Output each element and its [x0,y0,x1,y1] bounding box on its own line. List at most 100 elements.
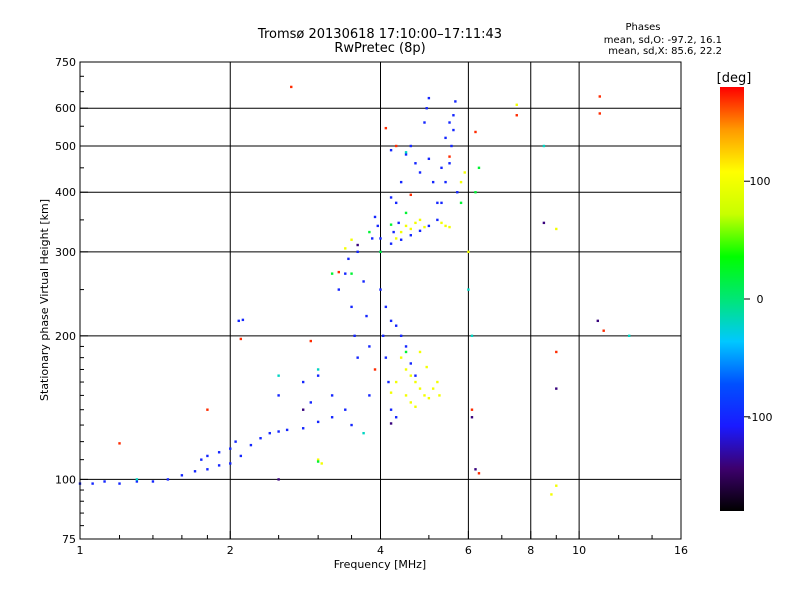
data-point [438,394,441,397]
data-point [234,440,237,443]
data-point [463,171,466,174]
data-point [91,482,94,485]
data-point [409,362,412,365]
data-point [423,121,426,124]
data-point [206,408,209,411]
data-points [78,85,631,496]
data-point [277,394,280,397]
data-point [596,319,599,323]
data-point [368,230,371,234]
phase-box-line-x: mean, sd,X: 85.6, 22.2 [608,46,722,57]
colorbar-ticks: 100 0 -100 [744,175,772,424]
data-point [301,427,305,430]
data-point [409,193,412,197]
data-point [217,451,221,454]
y-tick-label: 400 [55,186,76,199]
y-tick-label: 500 [55,140,76,153]
data-point [470,416,474,419]
x-tick-label: 4 [377,544,384,557]
data-point [330,272,334,275]
x-tick-label: 8 [527,544,534,557]
data-point [309,339,312,343]
data-point [344,272,347,275]
data-point [389,148,393,152]
data-point [423,394,426,397]
x-tick-label: 2 [227,544,234,557]
data-point [454,100,457,103]
data-point [431,387,435,390]
data-point [414,405,417,408]
data-point [542,221,546,225]
data-point [103,480,106,483]
data-point [474,468,477,471]
data-point [394,144,398,148]
data-point [389,391,393,394]
x-tick-label: 16 [674,544,688,557]
phase-box-heading: Phases [625,22,660,33]
data-point [118,442,121,445]
data-point [301,408,305,411]
data-point [448,225,451,229]
data-point [135,478,139,481]
data-point [316,420,320,424]
data-point [239,337,243,341]
data-point [344,408,347,411]
data-point [409,401,412,404]
data-point [414,221,417,225]
data-point [448,155,451,158]
grid-lines [80,62,681,539]
data-point [379,237,382,240]
data-point [474,191,477,194]
data-point [316,458,320,461]
data-point [316,374,320,377]
data-point [628,334,631,338]
data-point [436,218,439,222]
data-point [350,305,353,309]
data-point [392,230,395,234]
data-point [379,288,382,291]
data-point [290,85,293,89]
colorbar-label: [deg] [717,71,752,86]
data-point [440,201,443,205]
data-point [452,114,455,117]
data-point [423,225,426,229]
data-point [309,401,312,404]
data-point [436,201,439,205]
data-point [598,95,601,98]
y-tick-label: 600 [55,102,76,115]
y-tick-label: 750 [55,56,76,69]
data-point [431,180,435,184]
data-point [384,356,388,359]
data-point [602,329,605,332]
data-point [427,96,431,100]
data-point [542,144,546,148]
data-point [452,128,455,132]
data-point [347,257,350,261]
data-point [301,380,305,384]
data-point [268,431,271,435]
data-point [389,223,393,226]
data-point [418,218,422,222]
data-point [249,443,253,447]
data-point [389,408,393,411]
data-point [404,345,408,348]
data-point [427,157,431,161]
data-point [427,224,431,228]
data-point [477,472,481,475]
data-point [409,227,412,231]
y-tick-label: 100 [55,473,76,486]
x-tick-label: 1 [77,544,84,557]
data-point [399,230,403,234]
data-point [399,238,403,241]
data-point [404,368,408,371]
data-point [409,144,412,148]
data-point [356,250,359,254]
data-point [316,460,320,463]
data-point [440,166,443,170]
data-point [180,474,184,477]
data-point [389,422,393,425]
colorbar-tick-label: -100 [748,411,773,424]
data-point [353,334,356,338]
data-point [399,356,403,359]
data-point [470,408,474,411]
